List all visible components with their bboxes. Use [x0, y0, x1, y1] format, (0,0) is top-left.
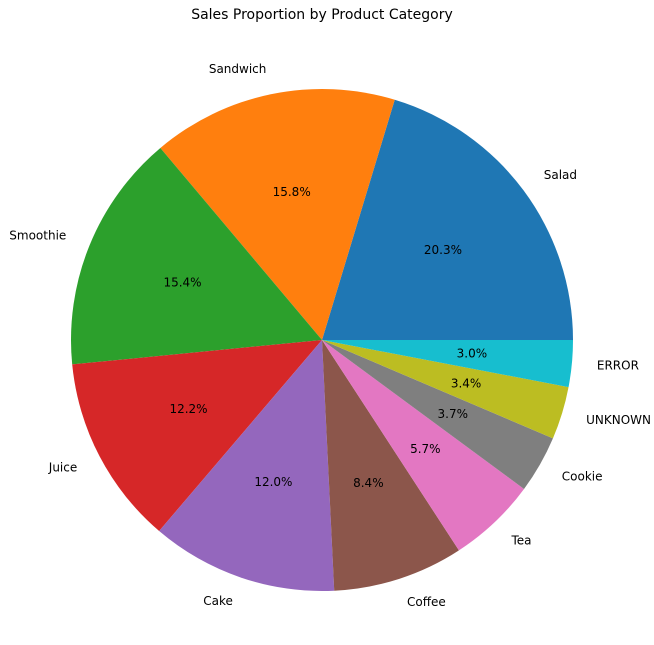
pie-slice-tea [322, 340, 525, 551]
slice-percent-cake: 12.0% [254, 475, 292, 489]
slice-label-juice: Juice [48, 460, 77, 474]
pie-slice-salad [322, 99, 573, 341]
pie-slices [70, 89, 573, 591]
slice-percent-sandwich: 15.8% [273, 185, 311, 199]
pie-slice-cookie [322, 340, 553, 489]
chart-title: Sales Proportion by Product Category [191, 7, 453, 23]
slice-label-tea: Tea [510, 533, 531, 547]
pie-slice-smoothie [70, 147, 322, 365]
slice-percent-salad: 20.3% [424, 243, 462, 257]
slice-percent-coffee: 8.4% [353, 476, 384, 490]
slice-percent-juice: 12.2% [169, 402, 207, 416]
slice-label-unknown: UNKNOWN [586, 413, 651, 427]
slice-label-coffee: Coffee [407, 595, 446, 609]
pie-slice-unknown [322, 340, 569, 439]
slice-label-cake: Cake [203, 594, 233, 608]
pie-slice-cake [159, 340, 335, 591]
slice-label-cookie: Cookie [562, 469, 603, 483]
slice-label-error: ERROR [597, 359, 639, 373]
pie-slice-juice [72, 340, 322, 531]
pie-slice-sandwich [160, 89, 395, 341]
slice-label-smoothie: Smoothie [9, 228, 66, 242]
pie-labels: Salad 20.3% Sandwich 15.8% Smoothie 15.4% Juic… [9, 62, 651, 609]
slice-percent-tea: 5.7% [410, 442, 441, 456]
slice-percent-cookie: 3.7% [438, 407, 469, 421]
slice-label-salad: Salad [544, 168, 577, 182]
pie-slice-coffee [322, 340, 459, 591]
slice-label-sandwich: Sandwich [209, 62, 267, 76]
slice-percent-smoothie: 15.4% [163, 276, 201, 290]
slice-percent-unknown: 3.4% [451, 376, 482, 390]
pie-slice-error [322, 340, 573, 388]
slice-percent-error: 3.0% [457, 347, 488, 361]
